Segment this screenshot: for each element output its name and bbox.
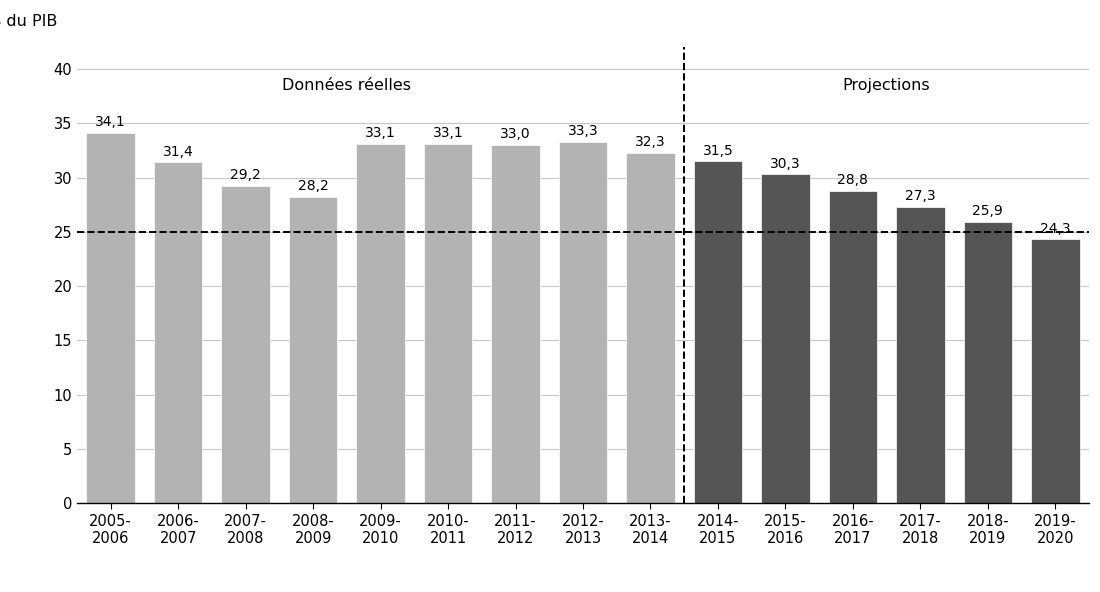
Text: 33,0: 33,0: [500, 127, 531, 141]
Bar: [87, 133, 135, 503]
Text: 33,1: 33,1: [365, 126, 396, 140]
Text: 25,9: 25,9: [972, 204, 1003, 218]
Bar: [289, 197, 338, 503]
Bar: [559, 142, 607, 503]
Y-axis label: % du PIB: % du PIB: [0, 14, 57, 29]
Text: 28,2: 28,2: [298, 179, 329, 194]
Text: 27,3: 27,3: [905, 189, 936, 203]
Bar: [221, 186, 270, 503]
Text: 28,8: 28,8: [837, 173, 868, 187]
Text: Données réelles: Données réelles: [283, 78, 411, 93]
Bar: [694, 162, 743, 503]
Text: 31,4: 31,4: [163, 144, 194, 159]
Bar: [828, 191, 877, 503]
Bar: [761, 175, 810, 503]
Text: 33,1: 33,1: [432, 126, 463, 140]
Text: Projections: Projections: [843, 78, 931, 93]
Bar: [964, 222, 1012, 503]
Bar: [356, 144, 405, 503]
Bar: [626, 153, 674, 503]
Text: 24,3: 24,3: [1040, 221, 1070, 236]
Bar: [424, 144, 472, 503]
Text: 32,3: 32,3: [635, 135, 666, 149]
Bar: [154, 162, 202, 503]
Bar: [896, 207, 945, 503]
Text: 29,2: 29,2: [230, 169, 261, 182]
Text: 31,5: 31,5: [703, 143, 734, 157]
Bar: [492, 145, 540, 503]
Text: 34,1: 34,1: [96, 115, 126, 129]
Text: 33,3: 33,3: [568, 124, 598, 138]
Text: 30,3: 30,3: [770, 156, 801, 170]
Bar: [1031, 239, 1079, 503]
